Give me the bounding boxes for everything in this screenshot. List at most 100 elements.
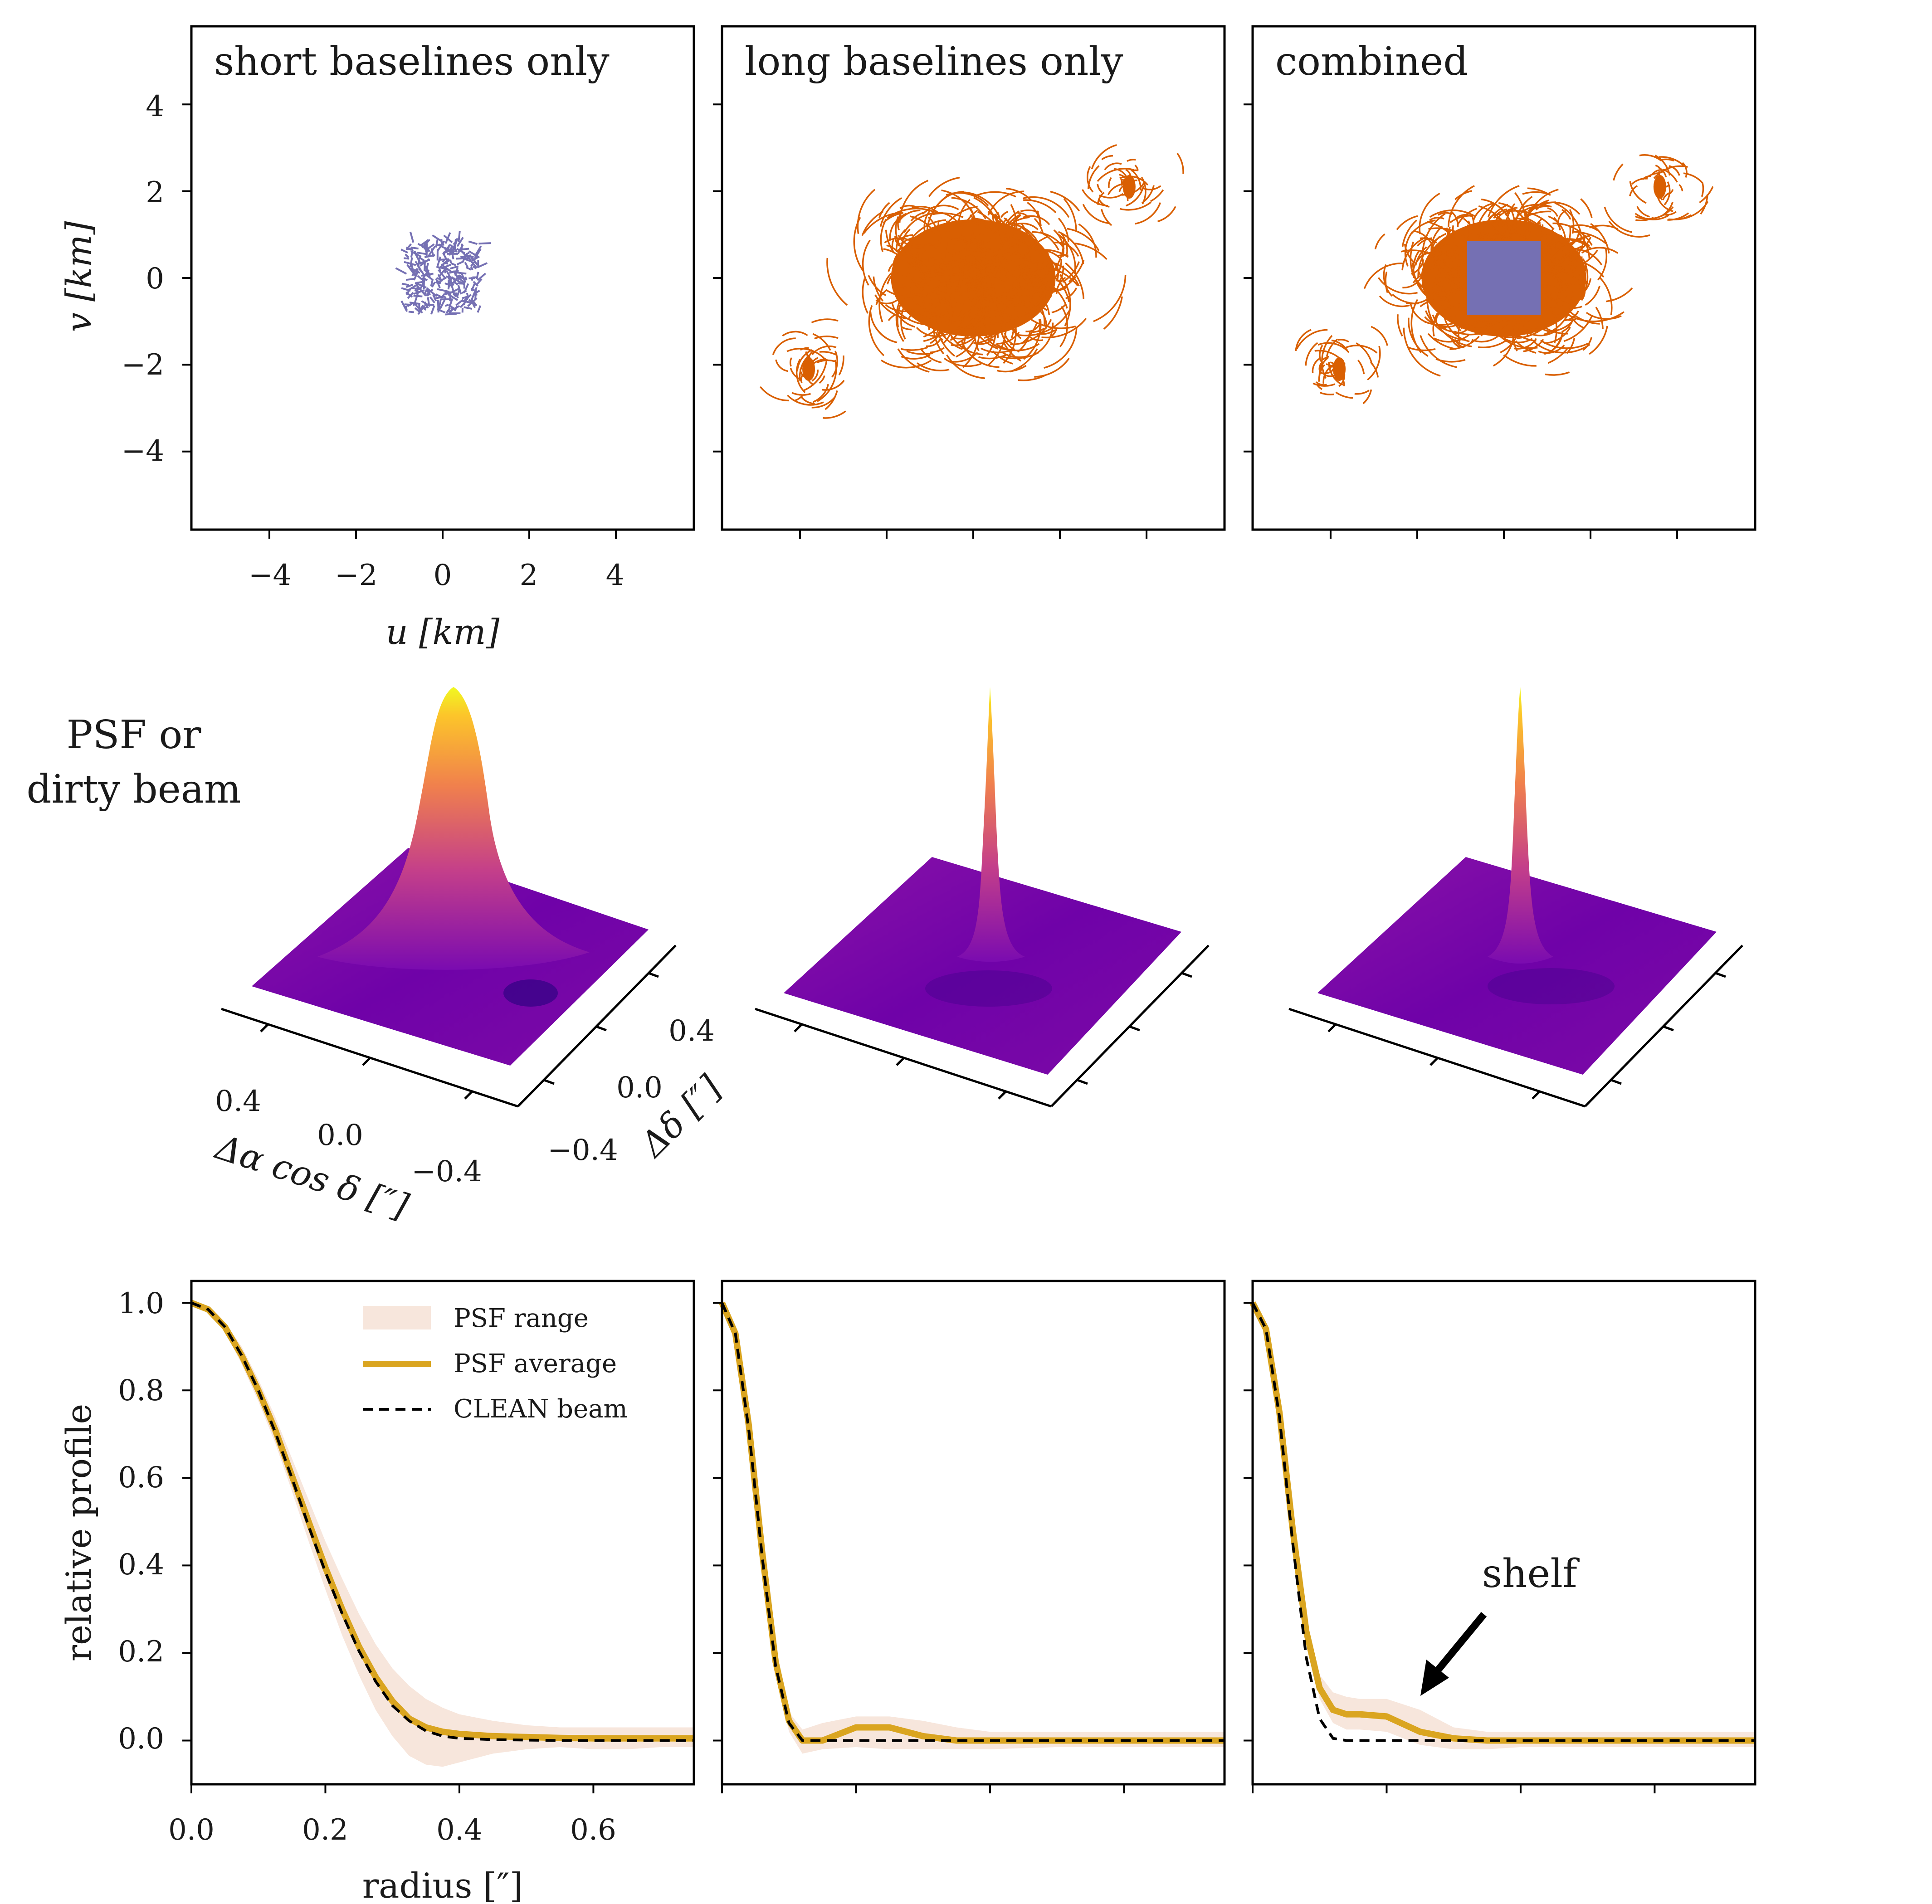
uv-long-track [789,357,793,367]
uv-long-track [992,271,1034,292]
psf-ra-tick-2: −0.4 [411,1155,482,1188]
uv-long-track [1032,231,1065,249]
uv-long-track [822,380,845,391]
uv-long-track [1121,178,1135,190]
uv-long-track [965,232,1015,245]
uv-long-track [795,359,806,393]
uv-long-track [1354,390,1370,395]
uv-long-track [814,336,839,340]
uv-xtick-2: 2 [520,559,538,592]
clean-beam-line [721,1302,1225,1742]
uv-short-track [405,278,415,281]
uv-short-track [478,262,488,268]
uv-long-track [1585,285,1600,306]
uv-short-track [425,265,431,277]
psf-average-line [190,1300,694,1742]
uv-short-track [416,281,424,284]
profile-ylabel: relative profile [59,1404,99,1662]
uv-long-track [1059,265,1064,282]
profile-frame-long [721,1280,1226,1786]
uv-long-track [935,205,978,249]
uv-long-track [988,282,1000,331]
uv-long-track [775,359,789,372]
uv-long-track [1471,332,1502,343]
uv-short-track [404,261,416,266]
uv-long-track [1442,273,1455,295]
uv-long-track [1412,268,1434,283]
uv-short-track [413,268,419,277]
uv-long-track [1413,251,1420,264]
psf-surface-short [252,687,649,1066]
uv-long-track [1295,329,1312,351]
uv-short-track [449,265,459,270]
uv-long-track [1581,247,1619,254]
uv-long-track [1500,317,1522,353]
uv-short-track [437,300,439,313]
uv-long-track [1563,316,1593,342]
uv-long-track [800,374,804,384]
psf-base-long [784,857,1181,1075]
uv-short-track [435,238,439,248]
uv-long-track [924,306,937,329]
uv-long-track [885,289,920,298]
uv-long-track [905,219,946,249]
uv-ytick-m2: −2 [122,348,164,382]
uv-long-track [1413,230,1435,252]
uv-short-track [477,305,482,313]
uv-short-track [424,289,428,294]
uv-short-track [400,300,408,312]
uv-short-track [413,295,423,297]
uv-long-track [1570,224,1599,232]
uv-long-track [1120,182,1145,196]
uv-short-track [464,262,469,268]
uv-long-track [897,213,902,231]
uv-short-track [414,289,419,293]
uv-long-track [869,312,898,344]
uv-long-track [1555,245,1583,270]
uv-long-track [960,220,1000,236]
uv-coverage-row: short baselines only long baselines only… [59,25,1756,652]
uv-long-track [1438,230,1452,294]
uv-long-track [1653,165,1688,179]
uv-short-track [419,256,425,262]
uv-long-track [1063,198,1077,231]
uv-short-track [452,242,456,254]
uv-long-track [946,192,989,206]
psf-surface-combined [1317,687,1717,1075]
uv-long-track [1494,216,1520,238]
uv-long-track [1545,371,1570,376]
uv-long-track [973,340,992,345]
psf-average-line [719,1301,1225,1744]
legend-swatch-range [363,1306,431,1329]
psf-average-line [1249,1301,1755,1744]
uv-long-track [927,216,937,229]
uv-long-track [1559,266,1586,283]
uv-long-track [1022,268,1035,275]
uv-long-track [1586,312,1622,320]
profile-legend: PSF range PSF average CLEAN beam [363,1304,628,1424]
uv-long-track [1023,196,1070,218]
shelf-arrow-head [1420,1660,1449,1696]
uv-xlabel: u [km] [386,612,500,652]
uv-long-track [1522,191,1547,195]
uv-long-track [1119,175,1149,186]
uv-long-track [1514,217,1548,239]
uv-long-track [1318,357,1329,376]
psf-axes-combined [1288,945,1743,1108]
uv-short-track [414,250,418,256]
uv-short-track [456,257,468,260]
uv-long-track [1013,264,1053,292]
uv-long-track [1412,263,1436,302]
uv-long-track [889,213,907,241]
psf-range-band [191,1303,694,1767]
uv-long-track [893,248,907,265]
uv-short-track [477,273,486,281]
uv-long-track [1093,275,1127,322]
uv-long-track [807,378,815,386]
uv-long-track [1005,187,1032,201]
uv-long-track [938,289,950,331]
uv-long-track [944,220,948,234]
uv-long-track [1005,210,1020,225]
profile-xlabel: radius [″] [362,1865,523,1904]
uv-short-track [431,282,436,288]
